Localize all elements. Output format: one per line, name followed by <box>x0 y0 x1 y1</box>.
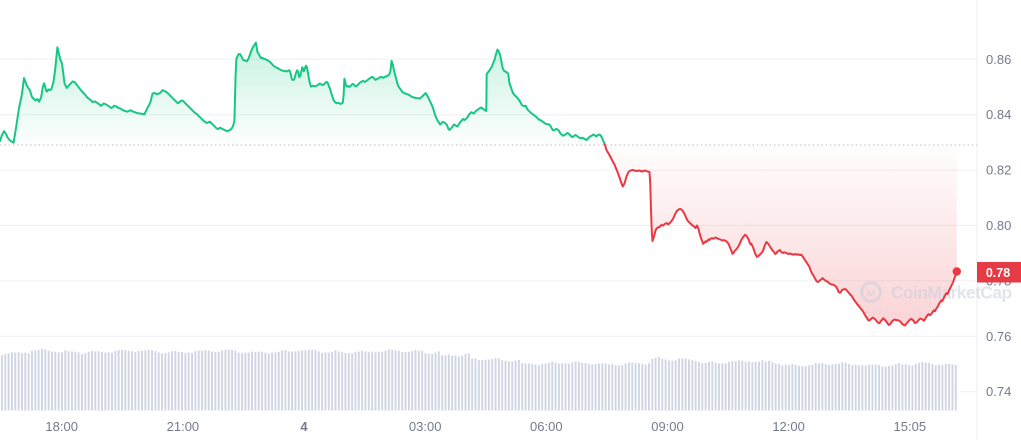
svg-text:M: M <box>867 288 876 300</box>
svg-text:0.74: 0.74 <box>986 384 1011 399</box>
svg-text:4: 4 <box>300 419 308 434</box>
svg-text:15:05: 15:05 <box>894 419 927 434</box>
svg-text:18:00: 18:00 <box>45 419 78 434</box>
svg-text:0.86: 0.86 <box>986 52 1011 67</box>
svg-text:0.78: 0.78 <box>986 266 1010 280</box>
svg-text:0.80: 0.80 <box>986 218 1011 233</box>
svg-text:09:00: 09:00 <box>651 419 684 434</box>
svg-text:06:00: 06:00 <box>530 419 563 434</box>
svg-text:0.82: 0.82 <box>986 163 1011 178</box>
svg-text:CoinMarketCap: CoinMarketCap <box>891 283 1012 303</box>
svg-text:12:00: 12:00 <box>772 419 805 434</box>
svg-text:03:00: 03:00 <box>409 419 442 434</box>
svg-text:21:00: 21:00 <box>167 419 200 434</box>
svg-text:0.84: 0.84 <box>986 107 1011 122</box>
svg-text:0.76: 0.76 <box>986 329 1011 344</box>
